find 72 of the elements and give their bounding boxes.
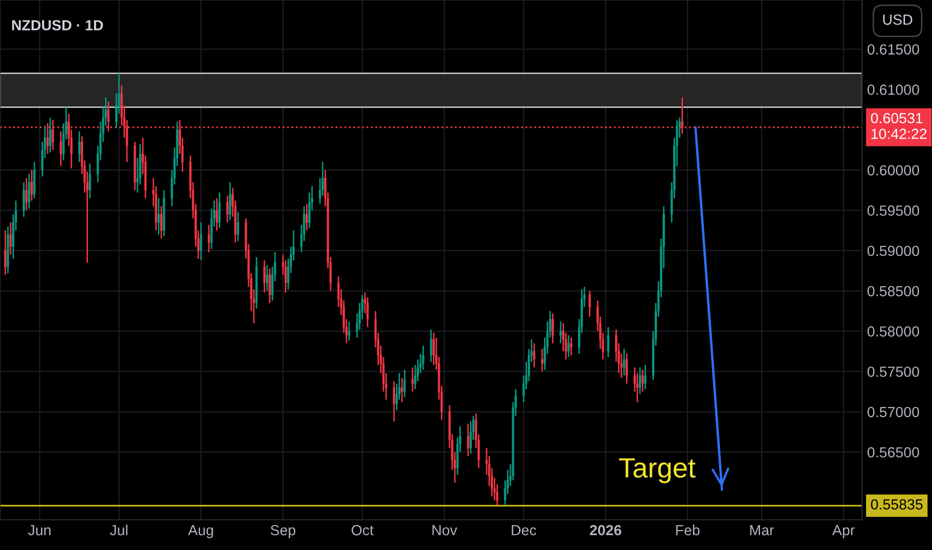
candlestick (570, 336, 572, 356)
candlestick (216, 198, 218, 232)
candlestick (4, 230, 6, 276)
candlestick (30, 169, 33, 202)
ref-line-label: 0.60531 10:42:22 (871, 112, 926, 140)
candlestick (263, 260, 266, 294)
candlestick (218, 192, 221, 229)
candlestick (25, 177, 28, 212)
candlestick (28, 173, 30, 210)
x-tick-label: Nov (432, 525, 458, 536)
y-tick-label: 0.58500 (868, 286, 920, 296)
candlestick (567, 334, 570, 358)
y-tick-label: 0.59500 (868, 205, 920, 216)
candlestick (641, 369, 644, 392)
candlestick (22, 181, 25, 218)
candlestick (466, 423, 470, 457)
candlestick (200, 222, 202, 261)
candlestick (607, 326, 610, 358)
candlestick (552, 312, 554, 344)
text: NZDUSD · 1D (12, 20, 103, 30)
x-tick-label: Apr (832, 525, 855, 538)
candlestick (626, 353, 628, 384)
candlestick (228, 181, 232, 221)
candlestick (226, 195, 229, 224)
y-tick-label: 0.60000 (868, 165, 920, 176)
candlestick (638, 366, 642, 395)
y-tick-label: 0.58000 (868, 326, 920, 337)
candlestick (158, 198, 160, 236)
candlestick (160, 206, 162, 240)
candlestick (644, 364, 646, 390)
candlestick (430, 328, 432, 363)
y-tick-label: 0.57000 (868, 406, 920, 418)
candlestick (540, 348, 544, 372)
candlestick (60, 130, 62, 167)
x-tick-label: Aug (188, 525, 214, 538)
candlestick (268, 268, 271, 304)
candlestick (9, 222, 12, 256)
candlestick (236, 211, 240, 242)
candlestick (400, 377, 404, 403)
x-tick-label: 2026 (590, 524, 622, 536)
candlestick (366, 296, 369, 328)
candlestick (88, 162, 92, 199)
x-tick-label: Mar (750, 525, 774, 536)
candlestick (49, 116, 52, 153)
candlestick (392, 380, 396, 422)
candlestick (411, 366, 414, 392)
x-tick-label: Dec (512, 525, 536, 536)
y-tick-label: 0.61000 (868, 84, 920, 95)
candlestick (78, 130, 80, 163)
x-tick-label: Sep (270, 524, 296, 538)
y-tick-label: 0.57500 (868, 366, 920, 377)
x-tick-label: Jul (110, 524, 128, 536)
candlestick (559, 320, 562, 344)
x-tick-label: Oct (352, 524, 374, 536)
x-tick-label: Feb (676, 524, 700, 536)
x-tick-label: Jun (28, 525, 50, 536)
candlestick (588, 290, 591, 318)
y-tick-label: 0.59000 (868, 246, 920, 256)
candlestick (208, 224, 210, 253)
candlestick (422, 345, 424, 371)
candlestick (432, 332, 435, 366)
candlestick (622, 348, 626, 376)
candlestick (348, 320, 350, 342)
y-tick-label: 0.56500 (868, 447, 920, 458)
candlestick (533, 342, 536, 368)
candlestick (403, 369, 406, 398)
ref-line-label: 0.55835 (871, 499, 923, 510)
candlestick (266, 264, 268, 292)
annotation: Target (619, 458, 696, 484)
candlestick (306, 203, 308, 232)
text: USD (883, 14, 912, 25)
y-tick-label: 0.61500 (868, 44, 920, 55)
